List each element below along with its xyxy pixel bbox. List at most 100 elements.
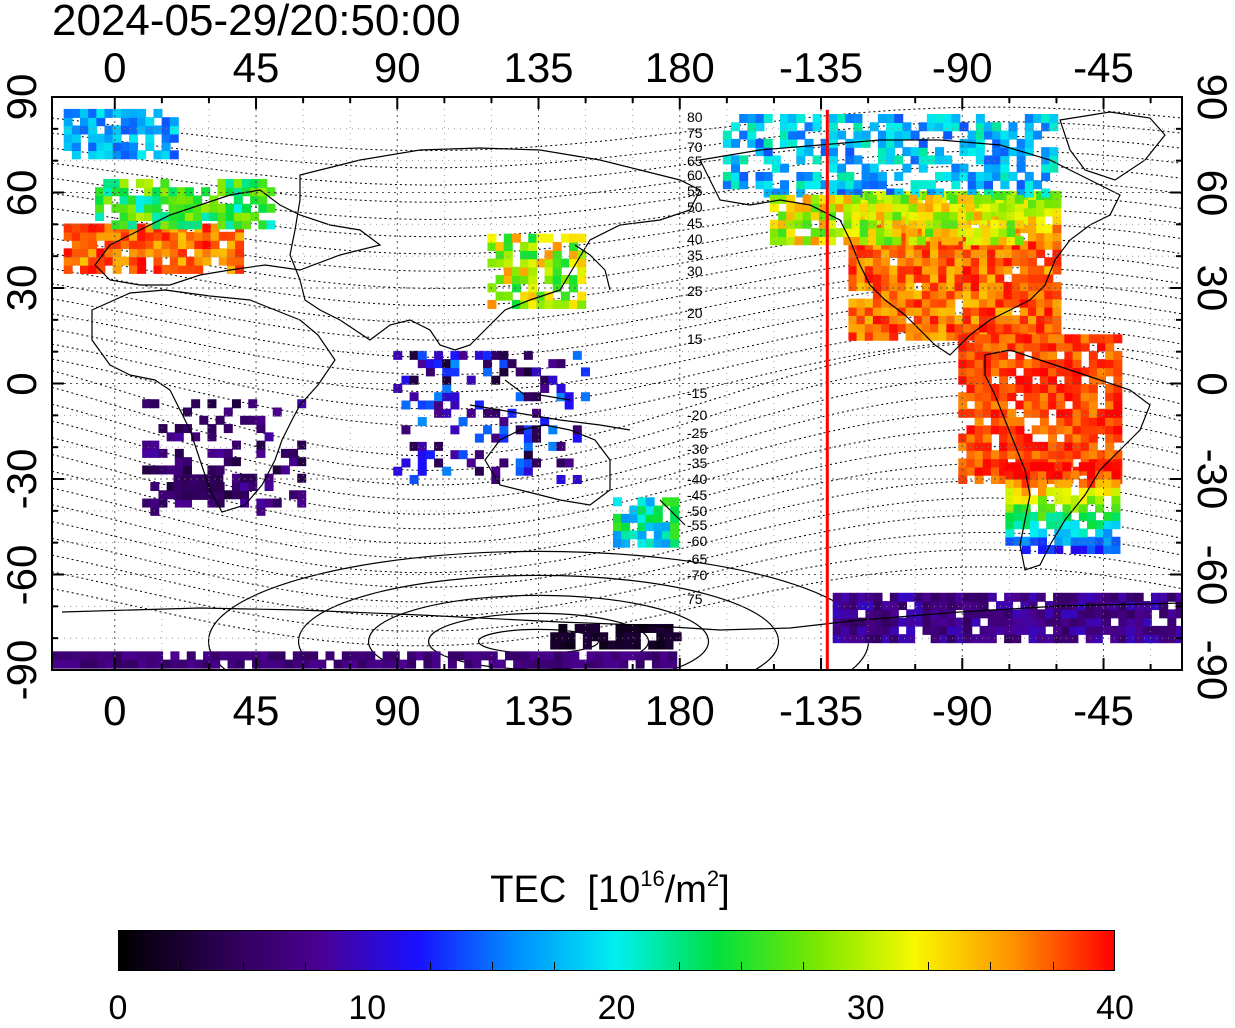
tec-cell [921, 290, 931, 300]
tec-cell [532, 367, 542, 377]
tec-cell [918, 138, 928, 148]
tec-cell [137, 264, 147, 274]
tec-cell [856, 282, 866, 292]
tec-cell [1095, 487, 1105, 497]
tec-cell [958, 359, 968, 369]
tec-cell [884, 227, 894, 237]
tec-cell [1038, 503, 1048, 513]
tec-cell [930, 298, 940, 308]
tec-cell [763, 147, 773, 157]
tec-cell [1159, 634, 1169, 644]
tec-cell [1088, 375, 1098, 385]
tec-cell [889, 323, 899, 333]
bottom-axis-tick-label: 0 [103, 687, 127, 734]
tec-cell [959, 171, 969, 181]
tec-cell [258, 178, 268, 188]
tec-cell [1000, 147, 1010, 157]
tec-cell [1024, 188, 1034, 198]
tec-cell [528, 266, 538, 276]
tec-cell [341, 659, 351, 669]
tec-cell [1175, 592, 1182, 602]
tec-cell [892, 203, 902, 213]
tec-cell [1103, 470, 1113, 480]
tec-cell [569, 299, 579, 309]
tec-cell [955, 592, 965, 602]
tec-cell [63, 125, 73, 135]
tec-cell [210, 231, 220, 241]
tec-cell [995, 282, 1005, 292]
tec-cell [1003, 315, 1013, 325]
tec-cell [144, 178, 154, 188]
tec-cell [1008, 122, 1018, 132]
tec-cell [487, 299, 497, 309]
tec-cell [215, 415, 225, 425]
tec-cell [974, 342, 984, 352]
tec-cell [992, 138, 1002, 148]
tec-cell [973, 211, 983, 221]
tec-cell [970, 323, 980, 333]
tec-cell [970, 273, 980, 283]
tec-cell [1053, 634, 1063, 644]
tec-cell [71, 125, 81, 135]
tec-cell [225, 220, 235, 230]
tec-cell [1086, 545, 1096, 555]
tec-cell [1095, 462, 1105, 472]
tec-cell [1028, 592, 1038, 602]
tec-cell [995, 609, 1005, 619]
tec-cell [995, 601, 1005, 611]
tec-cell [256, 506, 266, 516]
tec-cell [71, 240, 81, 250]
tec-cell [248, 399, 258, 409]
tec-cell [938, 282, 948, 292]
tec-cell [1005, 462, 1015, 472]
tec-cell [88, 150, 98, 160]
tec-cell [582, 623, 592, 633]
tec-cell [892, 236, 902, 246]
tec-cell [532, 408, 542, 418]
tec-cell [223, 490, 233, 500]
tec-cell [153, 231, 163, 241]
tec-cell [483, 425, 493, 435]
coastline-europe [94, 189, 382, 286]
tec-cell [1118, 617, 1128, 627]
tec-cell [72, 651, 82, 661]
tec-cell [1151, 592, 1161, 602]
tec-cell [796, 147, 806, 157]
tec-cell [913, 257, 923, 267]
tec-cell [144, 187, 154, 197]
tec-cell [656, 640, 666, 650]
tec-cell [1044, 634, 1054, 644]
tec-cell [990, 203, 1000, 213]
tec-cell [1044, 601, 1054, 611]
tec-cell [1038, 511, 1048, 521]
tec-cell [820, 147, 830, 157]
tec-cell [999, 466, 1009, 476]
tec-cell [794, 219, 804, 229]
coastline-new-zealand [659, 499, 686, 526]
mlat-contour [52, 296, 1182, 376]
tec-cell [1007, 342, 1017, 352]
tec-cell [158, 490, 168, 500]
tec-cell [1019, 224, 1029, 234]
tec-cell [474, 466, 484, 476]
tec-cell [434, 458, 444, 468]
tec-cell [661, 522, 671, 532]
tec-cell [1134, 609, 1144, 619]
tec-cell [1080, 342, 1090, 352]
tec-cell [958, 392, 968, 402]
tec-cell [1062, 470, 1072, 480]
tec-cell [951, 171, 961, 181]
tec-cell [1167, 592, 1177, 602]
tec-cell [995, 323, 1005, 333]
top-axis-tick-label: -45 [1073, 44, 1134, 91]
tec-cell [256, 440, 266, 450]
tec-cell [1088, 408, 1098, 418]
tec-cell [1080, 367, 1090, 377]
tec-cell [215, 465, 225, 475]
tec-cell [1078, 545, 1088, 555]
tec-cell [569, 258, 579, 268]
tec-cell [897, 215, 907, 225]
tec-cell [182, 407, 192, 417]
tec-cell [264, 498, 274, 508]
tec-cell [967, 188, 977, 198]
